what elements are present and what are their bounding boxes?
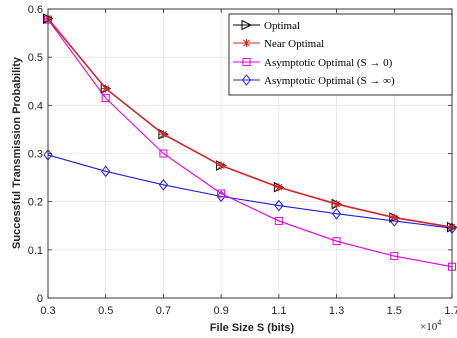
y-tick-label: 0.1 bbox=[28, 245, 43, 257]
legend-marker bbox=[241, 74, 252, 86]
data-point bbox=[390, 252, 399, 261]
x-tick-label: 1.1 bbox=[271, 305, 286, 317]
x-tick-label: 0.9 bbox=[213, 305, 228, 317]
x-tick-label: 1.7 bbox=[444, 305, 457, 317]
legend-label-near-optimal: Near Optimal bbox=[264, 38, 324, 50]
data-point bbox=[390, 213, 399, 222]
asterisk-stroke bbox=[275, 183, 283, 191]
legend-label-optimal: Optimal bbox=[264, 20, 300, 32]
y-tick-label: 0.3 bbox=[28, 149, 43, 161]
tick-labels: 0.3 0.5 0.7 0.9 1.1 1.3 1.5 1.7 0 0.1 0.2 0.3 0.4 0.5… bbox=[28, 4, 457, 317]
data-point bbox=[101, 94, 110, 103]
asterisk-stroke bbox=[390, 214, 398, 221]
data-point bbox=[159, 149, 168, 158]
series-line bbox=[47, 19, 453, 268]
asterisk-stroke bbox=[102, 85, 110, 92]
data-point bbox=[217, 161, 226, 170]
data-point bbox=[274, 199, 284, 212]
data-point bbox=[389, 215, 399, 227]
x-multiplier: ×104 bbox=[420, 318, 441, 333]
x-axis-label: File Size S (bits) bbox=[210, 322, 295, 334]
data-point bbox=[274, 216, 283, 225]
x-tick-label: 0.7 bbox=[156, 305, 171, 317]
legend: Optimal Near Optimal Asymptotic Optimal … bbox=[228, 13, 453, 96]
y-tick-label: 0 bbox=[37, 293, 43, 305]
x-tick-label: 1.3 bbox=[329, 305, 344, 317]
legend-sample-near-optimal bbox=[233, 39, 260, 47]
asterisk-stroke bbox=[333, 200, 340, 208]
legend-sample-asymptotic-sinf bbox=[233, 74, 260, 86]
data-point bbox=[217, 189, 226, 198]
data-point bbox=[274, 183, 283, 192]
data-point bbox=[331, 207, 342, 220]
x-tick-label: 0.5 bbox=[98, 305, 113, 317]
data-point bbox=[101, 165, 111, 178]
legend-sample-asymptotic-s0 bbox=[233, 58, 260, 66]
legend-samples bbox=[233, 19, 260, 86]
legend-marker bbox=[241, 19, 253, 31]
x-multiplier-exponent: 4 bbox=[437, 318, 441, 327]
legend-label-asymptotic-s0: Asymptotic Optimal (S → 0) bbox=[264, 57, 393, 69]
legend-sample-optimal bbox=[233, 19, 260, 31]
data-point bbox=[158, 179, 169, 191]
data-point bbox=[332, 200, 341, 209]
asterisk-stroke bbox=[160, 130, 167, 138]
legend-label-asymptotic-sinf: Asymptotic Optimal (S → ∞) bbox=[264, 75, 395, 87]
axes bbox=[47, 8, 453, 299]
asterisk-stroke bbox=[243, 39, 250, 47]
data-point bbox=[159, 130, 168, 139]
plot-area-frame bbox=[47, 8, 453, 299]
x-multiplier-base: ×10 bbox=[420, 321, 438, 333]
y-tick-label: 0.2 bbox=[28, 197, 43, 209]
series-line bbox=[47, 154, 453, 229]
series-line bbox=[47, 18, 453, 228]
y-tick-label: 0.6 bbox=[28, 4, 43, 16]
data-point bbox=[332, 237, 341, 246]
y-axis-label: Successful Transmission Probability bbox=[11, 56, 23, 249]
y-tick-label: 0.5 bbox=[28, 52, 43, 64]
y-tick-label: 0.4 bbox=[28, 100, 43, 112]
legend-box bbox=[228, 13, 453, 96]
legend-marker bbox=[242, 58, 251, 66]
legend-marker bbox=[242, 39, 251, 47]
data-point bbox=[101, 84, 110, 93]
x-tick-label: 0.3 bbox=[40, 305, 55, 317]
x-tick-label: 1.5 bbox=[387, 305, 402, 317]
asterisk-stroke bbox=[217, 162, 225, 169]
